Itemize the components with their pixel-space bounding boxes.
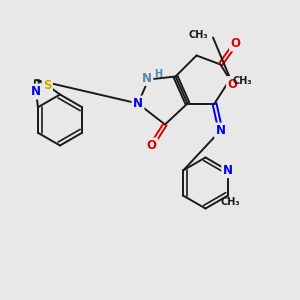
Text: N: N xyxy=(223,164,232,177)
Text: N: N xyxy=(133,97,143,110)
Text: O: O xyxy=(230,37,241,50)
Text: CH₃: CH₃ xyxy=(232,76,252,86)
Text: S: S xyxy=(43,79,52,92)
Text: N: N xyxy=(142,71,152,85)
Text: N: N xyxy=(215,124,226,137)
Text: CH₃: CH₃ xyxy=(189,29,208,40)
Text: CH₃: CH₃ xyxy=(220,197,240,207)
Text: O: O xyxy=(227,77,238,91)
Text: O: O xyxy=(146,139,157,152)
Text: H: H xyxy=(154,69,162,79)
Text: N: N xyxy=(31,85,41,98)
